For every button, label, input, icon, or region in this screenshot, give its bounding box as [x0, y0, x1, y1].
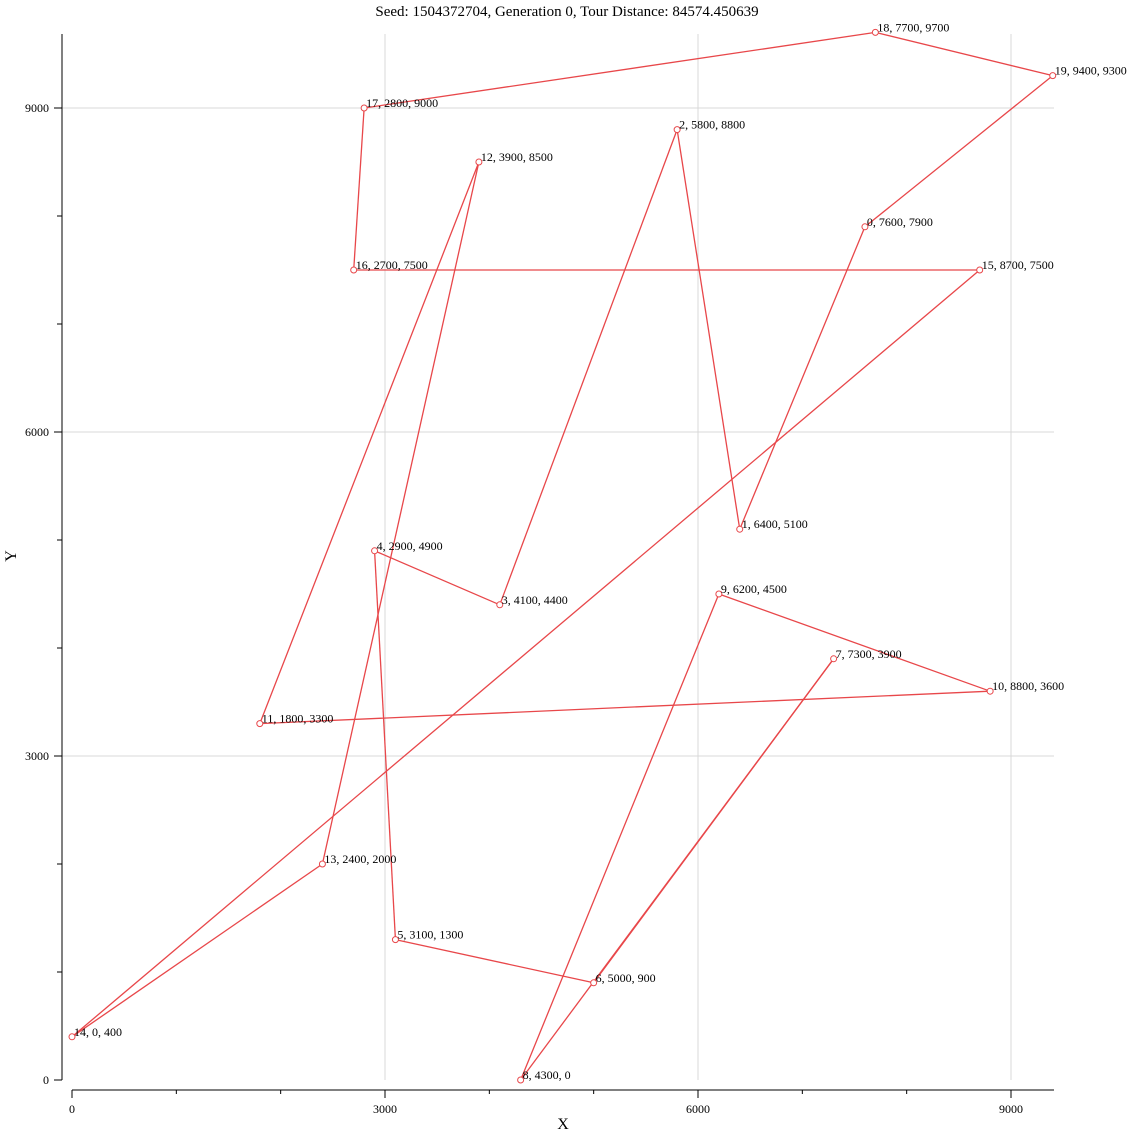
- city-label: 5, 3100, 1300: [397, 928, 463, 942]
- tour-segment: [374, 550, 501, 606]
- city-label: 18, 7700, 9700: [877, 20, 949, 34]
- city-label: 0, 7600, 7900: [867, 215, 933, 229]
- city-label: 14, 0, 400: [74, 1025, 122, 1039]
- tour-segment: [71, 269, 981, 1038]
- tour-segment: [353, 107, 365, 271]
- city-point: [736, 525, 744, 533]
- city-point: [517, 1076, 525, 1084]
- city-label: 17, 2800, 9000: [366, 96, 438, 110]
- city-label: 9, 6200, 4500: [721, 582, 787, 596]
- tour-segment: [718, 593, 991, 692]
- y-tick-label: 6000: [25, 425, 49, 439]
- city-label: 19, 9400, 9300: [1055, 64, 1127, 78]
- tour-segment: [520, 593, 720, 1081]
- city-point: [360, 104, 368, 112]
- city-point: [391, 936, 399, 944]
- city-point: [68, 1033, 76, 1041]
- city-label: 1, 6400, 5100: [742, 517, 808, 531]
- city-point: [1049, 72, 1057, 80]
- tour-segment: [499, 129, 678, 606]
- tour-segment: [676, 129, 741, 530]
- tour-segment: [259, 161, 480, 724]
- tour-route: [71, 31, 1054, 1081]
- city-point: [830, 655, 838, 663]
- y-tick-label: 9000: [25, 101, 49, 115]
- city-point: [590, 979, 598, 987]
- tour-segment: [364, 31, 876, 109]
- city-label: 4, 2900, 4900: [377, 539, 443, 553]
- city-point: [256, 720, 264, 728]
- tick-labels: 0 3000 6000 9000 0 3000 6000 9000: [25, 101, 1023, 1116]
- x-tick-label: 0: [69, 1102, 75, 1116]
- city-label: 3, 4100, 4400: [502, 593, 568, 607]
- tour-segment: [739, 226, 866, 530]
- city-point: [871, 28, 879, 36]
- city-point: [976, 266, 984, 274]
- tour-segment: [321, 161, 480, 865]
- city-point: [475, 158, 483, 166]
- city-label: 13, 2400, 2000: [324, 852, 396, 866]
- tour-segment: [259, 690, 991, 725]
- city-point: [986, 687, 994, 695]
- tour-segment: [520, 658, 835, 1081]
- city-points: [68, 28, 1057, 1084]
- city-point: [318, 860, 326, 868]
- city-point: [861, 223, 869, 231]
- x-tick-label: 6000: [686, 1102, 710, 1116]
- city-label: 10, 8800, 3600: [992, 679, 1064, 693]
- city-label: 6, 5000, 900: [596, 971, 656, 985]
- city-label: 7, 7300, 3900: [836, 647, 902, 661]
- chart-title: Seed: 1504372704, Generation 0, Tour Dis…: [375, 4, 758, 20]
- city-label: 16, 2700, 7500: [356, 258, 428, 272]
- city-label: 12, 3900, 8500: [481, 150, 553, 164]
- city-point: [371, 547, 379, 555]
- city-labels: 0, 7600, 7900 1, 6400, 5100 2, 5800, 8800 3…: [74, 20, 1127, 1082]
- tour-segment: [71, 863, 323, 1038]
- y-tick-label: 0: [43, 1073, 49, 1087]
- city-point: [496, 601, 504, 609]
- city-label: 8, 4300, 0: [523, 1068, 571, 1082]
- city-point: [673, 126, 681, 134]
- tour-segment: [395, 938, 594, 984]
- grid-lines: [62, 34, 1054, 1080]
- y-axis-label: Y: [3, 550, 20, 562]
- city-label: 11, 1800, 3300: [262, 712, 334, 726]
- tour-segment: [875, 31, 1053, 77]
- tour-segment: [864, 75, 1054, 228]
- axes: [54, 34, 1054, 1098]
- city-point: [350, 266, 358, 274]
- city-label: 15, 8700, 7500: [982, 258, 1054, 272]
- x-axis-label: X: [557, 1116, 569, 1133]
- y-tick-label: 3000: [25, 749, 49, 763]
- city-point: [715, 590, 723, 598]
- x-tick-label: 9000: [999, 1102, 1023, 1116]
- x-tick-label: 3000: [373, 1102, 397, 1116]
- city-label: 2, 5800, 8800: [679, 118, 745, 132]
